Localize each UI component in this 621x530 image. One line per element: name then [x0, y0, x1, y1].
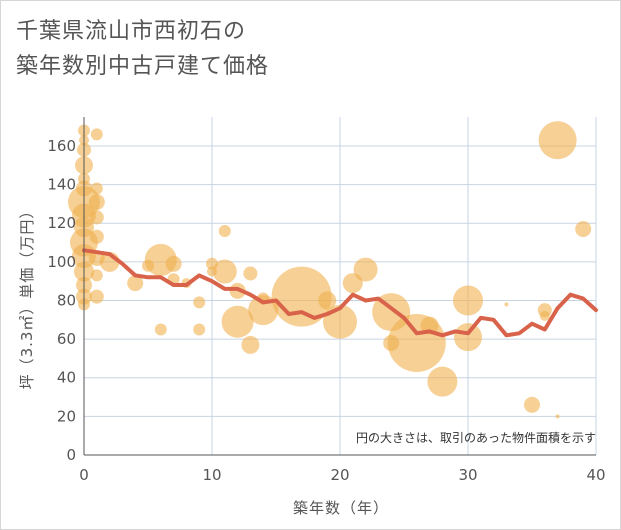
size-note: 円の大きさは、取引のあった物件面積を示す: [356, 430, 596, 445]
bubble-point: [318, 291, 337, 310]
bubble-point: [89, 289, 104, 304]
x-tick-label: 0: [79, 466, 89, 484]
y-tick-label: 100: [47, 253, 76, 271]
bubble-point: [193, 296, 206, 309]
y-tick-label: 60: [57, 330, 76, 348]
y-tick-label: 160: [47, 137, 76, 155]
bubble-point: [89, 229, 104, 244]
bubble-point: [88, 193, 105, 210]
bubble-point: [243, 266, 258, 281]
x-tick-label: 40: [586, 466, 605, 484]
bubble-point: [212, 259, 237, 284]
average-price-line: [82, 248, 598, 338]
y-tick-label: 0: [66, 446, 76, 464]
bubble-point: [453, 285, 483, 316]
bubble-point: [206, 257, 218, 270]
bubble-point: [383, 334, 400, 351]
gridlines: [84, 117, 597, 455]
bubble-point: [342, 273, 363, 294]
bubble-point: [555, 414, 560, 419]
y-tick-label: 120: [47, 214, 76, 232]
x-tick-label: 20: [330, 466, 349, 484]
x-tick-label: 10: [202, 466, 221, 484]
axes: 0 10 20 30 40 0 20 40 60 80 100 120 140 160: [47, 117, 606, 484]
y-tick-label: 140: [47, 176, 76, 194]
bubble-point: [221, 305, 254, 338]
bubble-point: [504, 302, 509, 307]
bubble-point: [193, 323, 206, 336]
bubble-point: [575, 221, 592, 238]
chart-title-line1: 千葉県流山市西初石の: [16, 19, 247, 44]
bubble-point: [90, 182, 103, 195]
bubble-point: [427, 366, 458, 397]
bubble-point: [241, 335, 260, 354]
y-tick-label: 20: [57, 407, 76, 425]
bubble-point: [165, 255, 182, 272]
chart-title-line2: 築年数別中古戸建て価格: [16, 54, 270, 79]
average-line-layer: [82, 248, 598, 338]
y-axis-label: 坪（3.3㎡）単価（万円）: [18, 203, 36, 390]
bubble-point: [218, 224, 231, 237]
x-axis-label: 築年数（年）: [293, 499, 389, 517]
y-tick-label: 80: [57, 291, 76, 309]
bubble-point: [127, 275, 144, 292]
bubble-point: [90, 269, 103, 282]
x-tick-label: 30: [458, 466, 477, 484]
bubble-point: [154, 323, 167, 336]
chart-title: 千葉県流山市西初石の 築年数別中古戸建て価格: [16, 14, 269, 84]
bubble-point: [538, 121, 577, 160]
bubble-layer: [68, 121, 592, 419]
bubble-point: [353, 257, 378, 282]
y-tick-label: 40: [57, 369, 76, 387]
bubble-point: [207, 266, 217, 277]
bubble-point: [454, 323, 482, 352]
bubble-point: [142, 259, 154, 272]
bubble-point: [524, 396, 540, 413]
bubble-point: [539, 310, 550, 321]
bubble-point: [90, 128, 103, 141]
bubble-point: [89, 210, 104, 225]
